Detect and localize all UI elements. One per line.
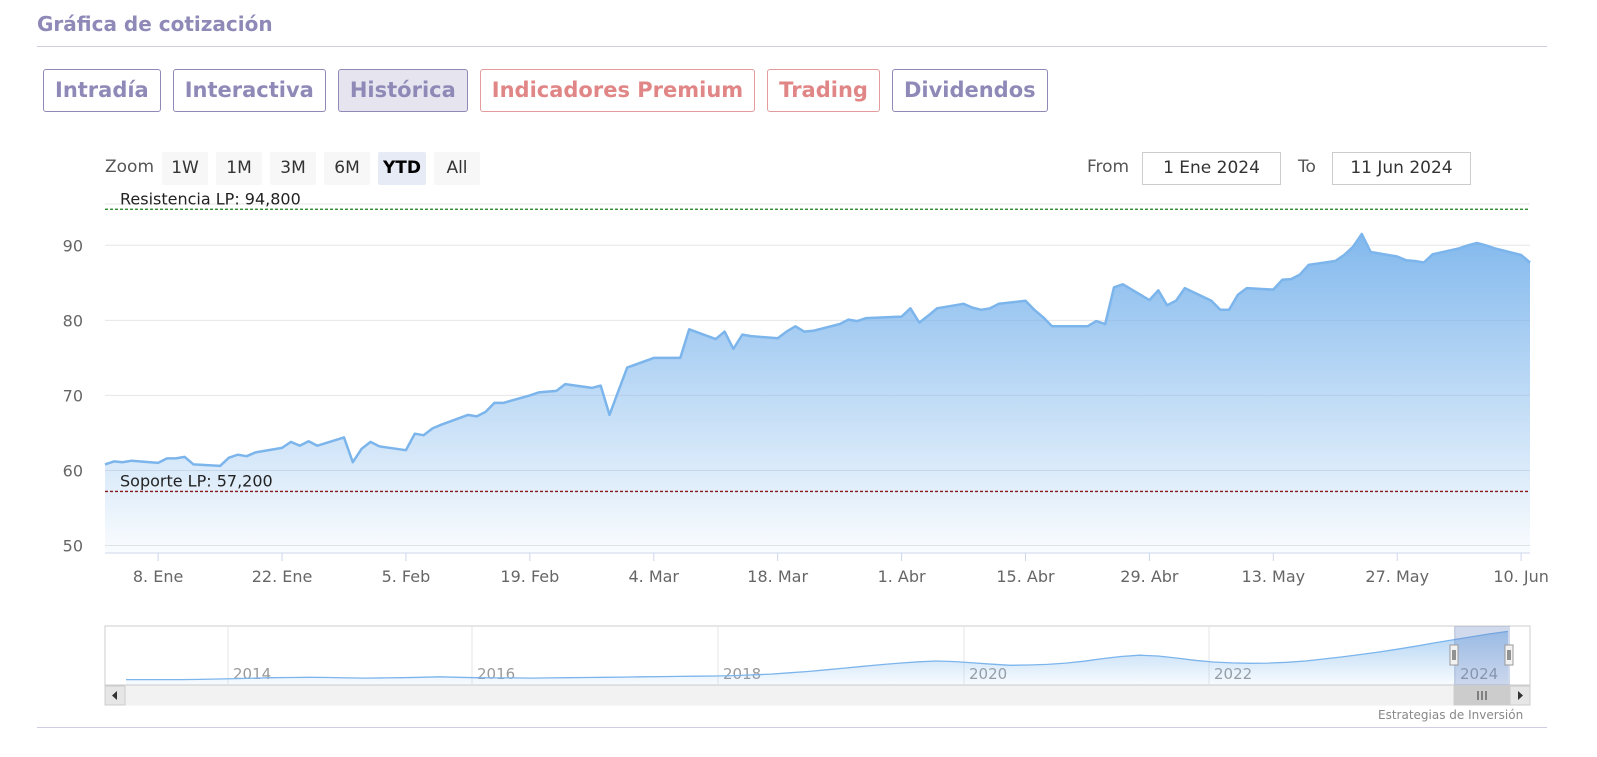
navigator-line bbox=[126, 630, 1509, 681]
zoom-3m-button[interactable]: 3M bbox=[270, 152, 316, 185]
chevron-right-icon bbox=[1518, 691, 1523, 700]
zoom-6m-button[interactable]: 6M bbox=[324, 152, 370, 185]
to-label: To bbox=[1298, 157, 1316, 177]
y-tick-label: 80 bbox=[63, 311, 83, 330]
zoom-ytd-button[interactable]: YTD bbox=[378, 152, 426, 185]
tab-premium-indicators[interactable]: Indicadores Premium bbox=[479, 69, 756, 112]
plot-lines: Resistencia LP: 94,800 Soporte LP: 57,200 bbox=[105, 189, 1530, 493]
y-tick-label: 70 bbox=[63, 386, 83, 405]
resistance-label: Resistencia LP: 94,800 bbox=[120, 189, 301, 208]
x-tick-label: 27. May bbox=[1365, 567, 1429, 586]
navigator-area bbox=[126, 631, 1508, 685]
x-tick-label: 18. Mar bbox=[747, 567, 808, 586]
scrollbar-track bbox=[104, 685, 1531, 706]
scrollbar bbox=[104, 685, 1531, 706]
x-tick-label: 1. Abr bbox=[878, 567, 926, 586]
from-label: From bbox=[1087, 157, 1130, 177]
navigator-right-handle bbox=[1504, 644, 1514, 666]
tab-trading[interactable]: Trading bbox=[767, 69, 880, 112]
section-title: Gráfica de cotización bbox=[37, 12, 273, 36]
footer-divider bbox=[37, 727, 1547, 728]
tab-interactive[interactable]: Interactiva bbox=[172, 69, 326, 112]
x-tick-label: 15. Abr bbox=[996, 567, 1055, 586]
navigator-left-handle bbox=[1449, 644, 1459, 666]
zoom-label: Zoom bbox=[105, 157, 155, 177]
price-line bbox=[104, 232, 1531, 468]
zoom-1w-button[interactable]: 1W bbox=[162, 152, 208, 185]
x-tick-label: 4. Mar bbox=[628, 567, 679, 586]
x-tick-label: 8. Ene bbox=[133, 567, 183, 586]
support-label: Soporte LP: 57,200 bbox=[120, 471, 273, 490]
x-axis: 8. Ene 22. Ene 5. Feb 19. Feb 4. Mar 18. Mar 1… bbox=[133, 553, 1549, 586]
x-tick-label: 29. Abr bbox=[1120, 567, 1179, 586]
tab-dividends[interactable]: Dividendos bbox=[891, 69, 1048, 112]
from-date-input[interactable]: 1 Ene 2024 bbox=[1142, 152, 1281, 185]
zoom-all-button[interactable]: All bbox=[434, 152, 480, 185]
y-tick-label: 90 bbox=[63, 236, 83, 255]
tab-historical[interactable]: Histórica bbox=[337, 69, 468, 112]
x-tick-label: 13. May bbox=[1242, 567, 1306, 586]
y-tick-label: 60 bbox=[63, 461, 83, 480]
x-tick-label: 22. Ene bbox=[252, 567, 313, 586]
chart-tabs: Intradía Interactiva Histórica Indicador… bbox=[43, 69, 1048, 112]
price-area-fill bbox=[105, 234, 1530, 553]
y-axis: 50 60 70 80 90 bbox=[63, 236, 83, 555]
zoom-1m-button[interactable]: 1M bbox=[216, 152, 262, 185]
x-tick-label: 19. Feb bbox=[500, 567, 559, 586]
price-area bbox=[104, 232, 1531, 554]
tab-intraday[interactable]: Intradía bbox=[43, 69, 161, 112]
navigator: 201420162018202020222024 bbox=[104, 625, 1531, 686]
chart-credits: Estrategias de Inversión bbox=[1378, 708, 1524, 722]
to-date-input[interactable]: 11 Jun 2024 bbox=[1332, 152, 1471, 185]
x-tick-label: 5. Feb bbox=[382, 567, 431, 586]
y-tick-label: 50 bbox=[63, 536, 83, 555]
x-tick-label: 10. Jun bbox=[1493, 567, 1549, 586]
chevron-left-icon bbox=[112, 691, 117, 700]
title-divider bbox=[37, 46, 1547, 47]
navigator-selection bbox=[1454, 626, 1510, 685]
